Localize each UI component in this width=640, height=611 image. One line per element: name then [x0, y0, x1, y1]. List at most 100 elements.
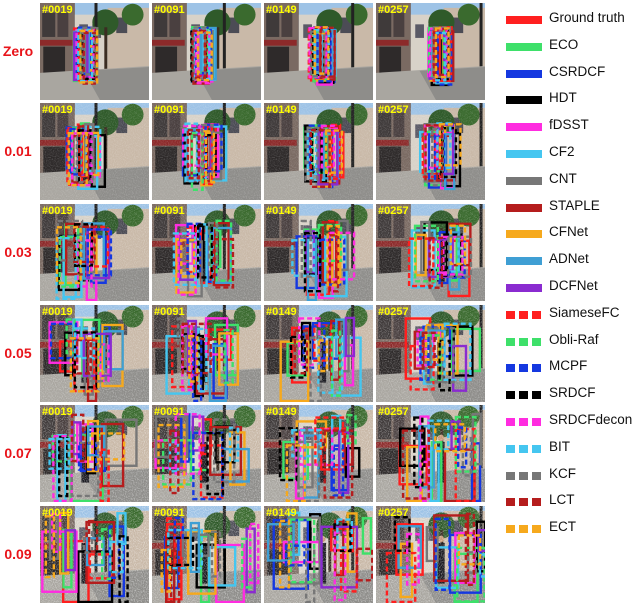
tracker-box: [79, 29, 99, 84]
tracker-box: [197, 223, 214, 279]
tracker-box: [160, 548, 172, 593]
tracker-box: [309, 128, 331, 189]
tracker-box: [69, 127, 81, 176]
tracker-box: [177, 232, 197, 296]
tracker-box: [52, 434, 73, 502]
tracker-box: [305, 548, 316, 603]
legend-item: CNT: [500, 171, 640, 198]
tracker-box: [309, 336, 322, 402]
legend-item: ADNet: [500, 251, 640, 278]
tracker-box: [209, 426, 243, 476]
tracker-box: [208, 546, 237, 587]
tracker-box: [70, 441, 100, 498]
legend-item: SiameseFC: [500, 305, 640, 332]
tracker-box: [428, 236, 444, 289]
frame-panel: #0091: [152, 506, 261, 603]
frame-number: #0019: [42, 4, 73, 16]
tracker-box: [87, 519, 99, 553]
tracker-box: [407, 237, 435, 288]
frame-number: #0091: [154, 205, 185, 217]
tracker-box: [207, 221, 219, 267]
tracker-box: [206, 431, 225, 496]
frame-number: #0257: [378, 104, 409, 116]
tracker-box: [323, 429, 354, 499]
legend-label: ADNet: [549, 251, 589, 267]
tracker-box: [432, 31, 447, 82]
frame-panel: #0257: [376, 305, 485, 402]
tracker-box: [461, 435, 473, 477]
tracker-box: [104, 418, 138, 467]
legend-label: MCPF: [549, 358, 588, 374]
tracker-box: [421, 331, 436, 369]
tracker-box: [333, 531, 347, 602]
noise-level-label: 0.03: [4, 243, 32, 260]
legend-item: LCT: [500, 492, 640, 519]
frame-panel: #0149: [264, 305, 373, 402]
legend-item: STAPLE: [500, 198, 640, 225]
tracker-box: [200, 123, 214, 176]
tracker-box: [457, 534, 482, 566]
tracker-box: [173, 516, 185, 539]
tracker-box: [405, 532, 420, 586]
tracker-box: [81, 26, 97, 76]
noise-overlay: [376, 103, 485, 200]
legend-item: ECT: [500, 519, 640, 546]
frame-panel: #0149: [264, 405, 373, 502]
tracker-box: [102, 330, 124, 371]
legend-item: HDT: [500, 90, 640, 117]
tracker-box: [419, 335, 430, 381]
frame-panel: #0257: [376, 506, 485, 603]
frame-panel: #0257: [376, 204, 485, 301]
legend-label: ECO: [549, 36, 579, 52]
tracker-box: [215, 219, 233, 282]
tracker-box: [208, 131, 223, 181]
frame-panel: #0091: [152, 204, 261, 301]
tracker-box: [99, 448, 110, 502]
legend-label: CNT: [549, 170, 577, 186]
tracker-box: [320, 124, 336, 169]
legend-item: SRDCFdecon: [500, 412, 640, 439]
tracker-box: [413, 330, 426, 370]
tracker-box: [397, 525, 422, 569]
legend-label: CF2: [549, 143, 575, 159]
tracker-box: [410, 229, 436, 289]
tracker-box: [189, 521, 201, 574]
tracker-box: [73, 223, 94, 268]
tracker-box: [478, 553, 485, 578]
noise-level-label: 0.07: [4, 444, 32, 461]
tracker-box: [118, 535, 129, 603]
tracker-box: [414, 233, 427, 277]
noise-level-label: Zero: [2, 42, 34, 59]
tracker-box: [434, 423, 467, 453]
tracker-box: [289, 518, 316, 584]
tracker-box: [298, 428, 334, 466]
tracker-box: [466, 551, 478, 574]
tracker-box: [190, 131, 204, 191]
frame-panel: #0257: [376, 103, 485, 200]
tracker-box: [409, 344, 435, 391]
tracker-box: [443, 322, 472, 382]
tracker-box: [431, 127, 444, 187]
legend-label: SiameseFC: [549, 304, 620, 320]
tracker-box: [86, 228, 113, 277]
tracker-box: [194, 27, 209, 78]
tracker-box: [194, 26, 212, 75]
frame-number: #0019: [42, 406, 73, 418]
tracker-box: [109, 540, 124, 574]
legend-item: ECO: [500, 37, 640, 64]
legend-label: fDSST: [549, 117, 589, 133]
tracker-box: [184, 122, 199, 183]
tracker-box: [77, 125, 90, 177]
frame-number: #0091: [154, 306, 185, 318]
frame-panel: #0149: [264, 3, 373, 100]
frame-panel: #0091: [152, 405, 261, 502]
tracker-box: [456, 426, 468, 469]
tracker-box: [154, 415, 189, 458]
tracker-box: [300, 219, 312, 278]
tracker-box: [438, 123, 462, 167]
tracker-box: [436, 122, 452, 170]
tracker-box: [303, 231, 322, 293]
tracker-box: [471, 412, 482, 466]
legend-swatch: [506, 471, 542, 480]
legend-label: DCFNet: [549, 277, 598, 293]
